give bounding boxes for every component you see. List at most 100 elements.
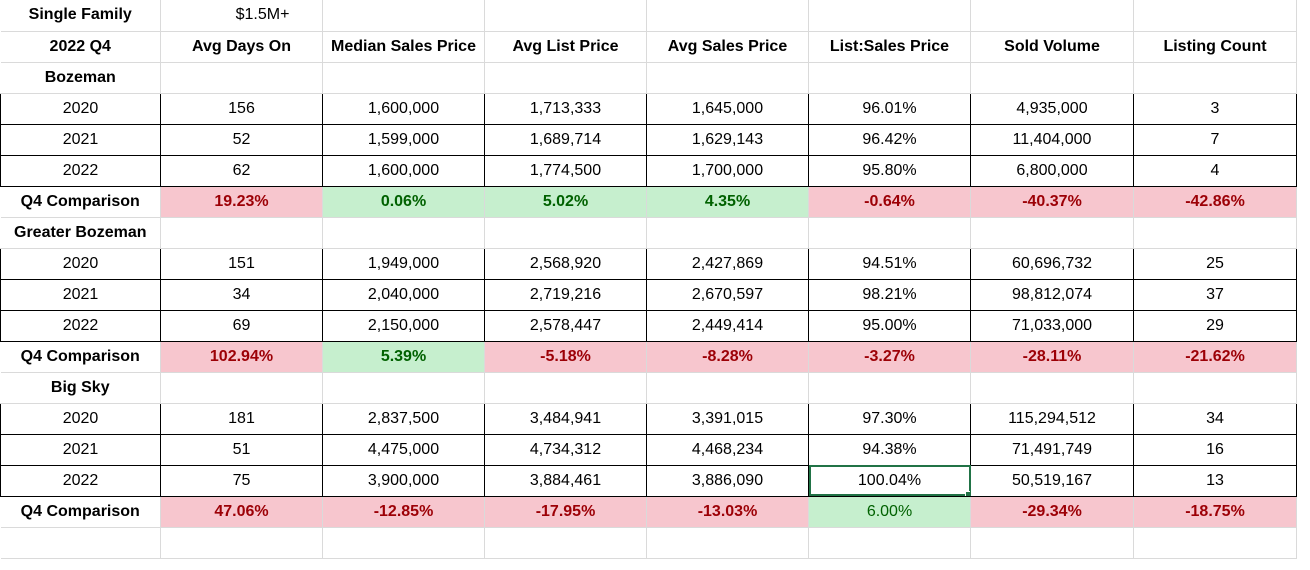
value-cell[interactable]: 1,599,000: [322, 124, 485, 156]
empty-cell[interactable]: [1133, 372, 1297, 404]
value-cell[interactable]: 7: [1133, 124, 1297, 156]
value-cell[interactable]: 13: [1133, 465, 1297, 497]
comparison-label-cell[interactable]: Q4 Comparison: [0, 186, 161, 218]
value-cell[interactable]: 6,800,000: [970, 155, 1134, 187]
period-cell[interactable]: 2022 Q4: [0, 31, 161, 63]
value-cell[interactable]: 3,886,090: [646, 465, 809, 497]
comparison-value-cell[interactable]: -13.03%: [646, 496, 809, 528]
empty-cell[interactable]: [160, 527, 323, 559]
value-cell[interactable]: 2,670,597: [646, 279, 809, 311]
empty-cell[interactable]: [160, 217, 323, 249]
empty-cell[interactable]: [970, 527, 1134, 559]
value-cell[interactable]: 71,491,749: [970, 434, 1134, 466]
comparison-value-cell[interactable]: 102.94%: [160, 341, 323, 373]
empty-cell[interactable]: [484, 372, 647, 404]
price-band-cell[interactable]: $1.5M+: [160, 0, 323, 32]
value-cell[interactable]: 4,734,312: [484, 434, 647, 466]
comparison-value-cell[interactable]: -12.85%: [322, 496, 485, 528]
value-cell[interactable]: 37: [1133, 279, 1297, 311]
comparison-label-cell[interactable]: Q4 Comparison: [0, 341, 161, 373]
value-cell[interactable]: 96.01%: [808, 92, 971, 125]
value-cell[interactable]: 4,935,000: [970, 92, 1134, 125]
value-cell[interactable]: 16: [1133, 434, 1297, 466]
year-cell[interactable]: 2020: [0, 92, 161, 125]
empty-cell[interactable]: [484, 0, 647, 32]
empty-cell[interactable]: [0, 527, 161, 559]
year-cell[interactable]: 2022: [0, 310, 161, 342]
value-cell[interactable]: 1,600,000: [322, 92, 485, 125]
column-header[interactable]: Avg Sales Price: [646, 31, 809, 63]
year-cell[interactable]: 2021: [0, 279, 161, 311]
selected-cell[interactable]: 100.04%: [808, 465, 971, 497]
year-cell[interactable]: 2022: [0, 155, 161, 187]
section-name-cell[interactable]: Big Sky: [0, 372, 161, 404]
comparison-value-cell[interactable]: -0.64%: [808, 186, 971, 218]
empty-cell[interactable]: [322, 372, 485, 404]
value-cell[interactable]: 2,427,869: [646, 247, 809, 280]
year-cell[interactable]: 2020: [0, 247, 161, 280]
value-cell[interactable]: 94.38%: [808, 434, 971, 466]
value-cell[interactable]: 25: [1133, 247, 1297, 280]
empty-cell[interactable]: [808, 62, 971, 94]
empty-cell[interactable]: [160, 62, 323, 94]
value-cell[interactable]: 1,600,000: [322, 155, 485, 187]
comparison-value-cell[interactable]: -40.37%: [970, 186, 1134, 218]
comparison-value-cell[interactable]: 0.06%: [322, 186, 485, 218]
value-cell[interactable]: 3: [1133, 92, 1297, 125]
value-cell[interactable]: 1,629,143: [646, 124, 809, 156]
comparison-value-cell[interactable]: -42.86%: [1133, 186, 1297, 218]
value-cell[interactable]: 71,033,000: [970, 310, 1134, 342]
empty-cell[interactable]: [322, 527, 485, 559]
value-cell[interactable]: 1,645,000: [646, 92, 809, 125]
comparison-value-cell[interactable]: 5.02%: [484, 186, 647, 218]
value-cell[interactable]: 4,468,234: [646, 434, 809, 466]
empty-cell[interactable]: [322, 0, 485, 32]
empty-cell[interactable]: [1133, 0, 1297, 32]
empty-cell[interactable]: [484, 62, 647, 94]
empty-cell[interactable]: [970, 217, 1134, 249]
empty-cell[interactable]: [322, 62, 485, 94]
section-name-cell[interactable]: Bozeman: [0, 62, 161, 94]
value-cell[interactable]: 94.51%: [808, 247, 971, 280]
empty-cell[interactable]: [646, 0, 809, 32]
year-cell[interactable]: 2020: [0, 402, 161, 435]
value-cell[interactable]: 51: [160, 434, 323, 466]
value-cell[interactable]: 3,484,941: [484, 402, 647, 435]
empty-cell[interactable]: [1133, 527, 1297, 559]
value-cell[interactable]: 62: [160, 155, 323, 187]
empty-cell[interactable]: [970, 62, 1134, 94]
value-cell[interactable]: 115,294,512: [970, 402, 1134, 435]
value-cell[interactable]: 2,719,216: [484, 279, 647, 311]
value-cell[interactable]: 2,040,000: [322, 279, 485, 311]
comparison-value-cell[interactable]: 19.23%: [160, 186, 323, 218]
empty-cell[interactable]: [808, 0, 971, 32]
value-cell[interactable]: 2,837,500: [322, 402, 485, 435]
value-cell[interactable]: 50,519,167: [970, 465, 1134, 497]
value-cell[interactable]: 3,900,000: [322, 465, 485, 497]
value-cell[interactable]: 1,949,000: [322, 247, 485, 280]
value-cell[interactable]: 98.21%: [808, 279, 971, 311]
value-cell[interactable]: 29: [1133, 310, 1297, 342]
empty-cell[interactable]: [808, 527, 971, 559]
empty-cell[interactable]: [160, 372, 323, 404]
value-cell[interactable]: 95.00%: [808, 310, 971, 342]
value-cell[interactable]: 98,812,074: [970, 279, 1134, 311]
empty-cell[interactable]: [808, 217, 971, 249]
value-cell[interactable]: 2,578,447: [484, 310, 647, 342]
column-header[interactable]: Median Sales Price: [322, 31, 485, 63]
value-cell[interactable]: 1,700,000: [646, 155, 809, 187]
empty-cell[interactable]: [322, 217, 485, 249]
comparison-value-cell[interactable]: -8.28%: [646, 341, 809, 373]
empty-cell[interactable]: [484, 527, 647, 559]
value-cell[interactable]: 1,774,500: [484, 155, 647, 187]
comparison-value-cell[interactable]: -5.18%: [484, 341, 647, 373]
column-header[interactable]: Sold Volume: [970, 31, 1134, 63]
value-cell[interactable]: 95.80%: [808, 155, 971, 187]
comparison-value-cell[interactable]: 4.35%: [646, 186, 809, 218]
empty-cell[interactable]: [1133, 217, 1297, 249]
empty-cell[interactable]: [646, 62, 809, 94]
comparison-value-cell[interactable]: -18.75%: [1133, 496, 1297, 528]
column-header[interactable]: Avg List Price: [484, 31, 647, 63]
empty-cell[interactable]: [646, 217, 809, 249]
value-cell[interactable]: 4: [1133, 155, 1297, 187]
